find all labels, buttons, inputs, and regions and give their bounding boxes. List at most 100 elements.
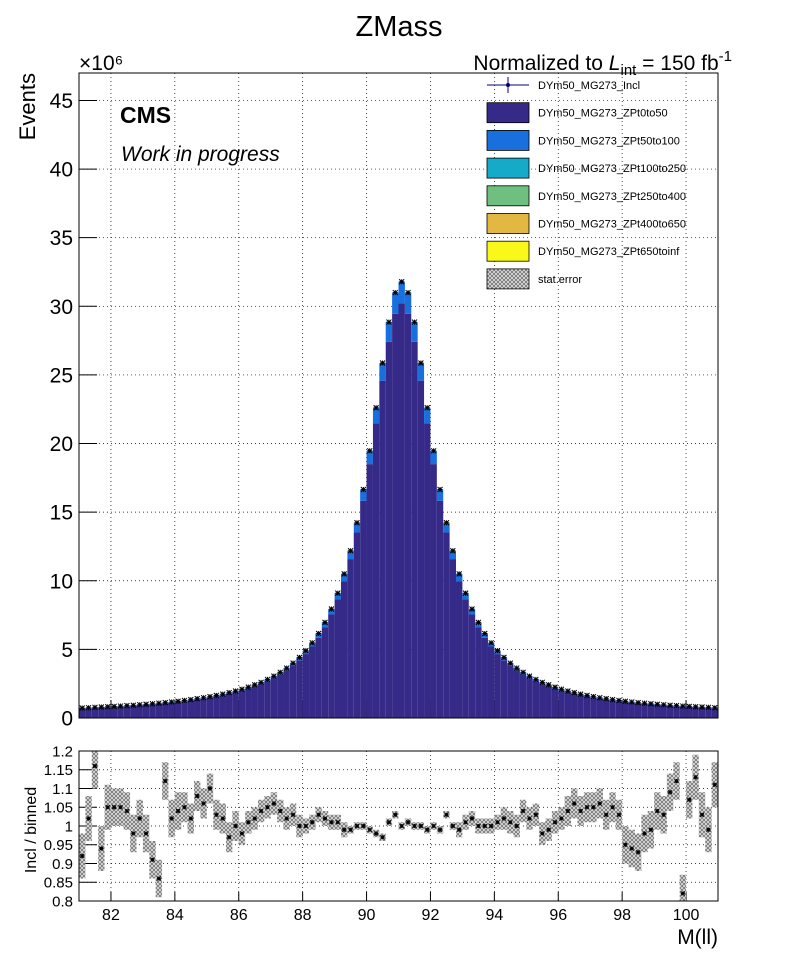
incl-marker (85, 704, 92, 711)
legend-label: DYm50_MG273_ZPt250to400 (538, 191, 686, 203)
y-tick-label: 1.05 (44, 800, 73, 817)
bar-segment (385, 341, 393, 718)
incl-marker (481, 630, 488, 637)
y-tick-label: 35 (50, 227, 73, 250)
bar-segment (583, 696, 591, 718)
incl-marker (392, 289, 399, 296)
bar-segment (392, 313, 399, 718)
bar-segment (507, 665, 514, 718)
incl-marker (219, 691, 226, 697)
bar-segment (270, 678, 278, 718)
ratio-marker (290, 812, 296, 818)
ratio-marker (520, 808, 526, 814)
bar-segment (404, 292, 412, 314)
incl-marker (705, 704, 712, 711)
ratio-marker (469, 816, 475, 821)
ratio-marker (335, 819, 341, 825)
bar-segment (686, 706, 693, 718)
ratio-marker (495, 819, 500, 825)
bar-segment (654, 704, 661, 718)
bar-segment (551, 688, 559, 718)
lumi-subscript: int (620, 62, 637, 79)
ratio-marker (79, 853, 85, 859)
bar-segment (379, 362, 386, 381)
bar-segment (571, 693, 578, 718)
incl-marker (398, 278, 405, 285)
bar-segment (647, 704, 655, 718)
bar-segment (194, 699, 201, 718)
incl-marker (590, 693, 597, 700)
y-tick-label: 1.1 (52, 781, 73, 798)
bar-segment (673, 706, 680, 718)
bar-segment (462, 599, 469, 718)
legend-swatch (486, 213, 530, 234)
ratio-marker (674, 778, 679, 784)
legend-swatch (486, 185, 530, 207)
bar-segment (136, 705, 143, 718)
bar-segment (424, 407, 431, 424)
ratio-error-band (91, 751, 99, 789)
ratio-marker (373, 831, 379, 836)
ratio-marker (591, 804, 596, 810)
y-tick-label: 25 (50, 364, 73, 387)
ratio-marker (405, 819, 411, 825)
bar-segment (302, 654, 310, 718)
bar-segment (340, 573, 348, 582)
ratio-marker (258, 808, 264, 814)
legend-swatch (486, 240, 530, 262)
ratio-marker (680, 891, 686, 896)
incl-marker (443, 519, 450, 526)
bar-segment (200, 698, 207, 718)
bar-segment (711, 708, 718, 718)
bar-segment (456, 573, 463, 582)
ratio-marker (233, 823, 238, 829)
ratio-marker (565, 808, 571, 814)
ratio-marker (252, 816, 258, 821)
bar-segment (85, 708, 92, 718)
bar-segment (366, 464, 373, 718)
incl-marker (226, 689, 233, 696)
bar-segment (174, 702, 182, 718)
bar-segment (315, 637, 322, 718)
ratio-marker (341, 827, 347, 833)
ratio-marker (322, 816, 328, 821)
bar-segment (692, 707, 699, 718)
ratio-marker (137, 816, 143, 821)
ratio-marker (501, 816, 507, 821)
legend-label: DYm50_MG273_ZPt0to50 (538, 108, 668, 120)
incl-marker (296, 654, 303, 661)
ratio-marker (297, 823, 302, 829)
bar-segment (123, 706, 131, 718)
ratio-marker (699, 812, 705, 818)
bar-segment (641, 703, 648, 718)
bar-segment (328, 609, 335, 615)
ratio-marker (654, 808, 660, 814)
incl-marker (648, 700, 654, 707)
y-tick-label: 1.2 (52, 743, 73, 760)
bar-segment (526, 678, 533, 718)
bar-segment (564, 692, 572, 718)
incl-marker (680, 703, 686, 709)
incl-marker (628, 699, 635, 705)
ratio-marker (380, 834, 385, 840)
ratio-marker (316, 812, 321, 818)
y-tick-label: 0.9 (52, 856, 73, 873)
bar-segment (79, 708, 86, 718)
ratio-marker (476, 823, 481, 829)
incl-marker (162, 699, 169, 706)
incl-marker (124, 702, 130, 709)
bar-segment (264, 681, 271, 718)
bar-segment (539, 684, 546, 718)
incl-marker (251, 681, 258, 688)
x-tick-label: 84 (166, 907, 184, 924)
ratio-marker (456, 827, 462, 833)
bar-segment (468, 614, 476, 718)
bar-segment (347, 550, 354, 560)
incl-marker (609, 696, 616, 703)
ratio-marker (99, 846, 104, 851)
bar-segment (500, 660, 508, 718)
ratio-marker (578, 808, 583, 814)
bar-segment (360, 500, 367, 718)
incl-marker (469, 606, 475, 612)
